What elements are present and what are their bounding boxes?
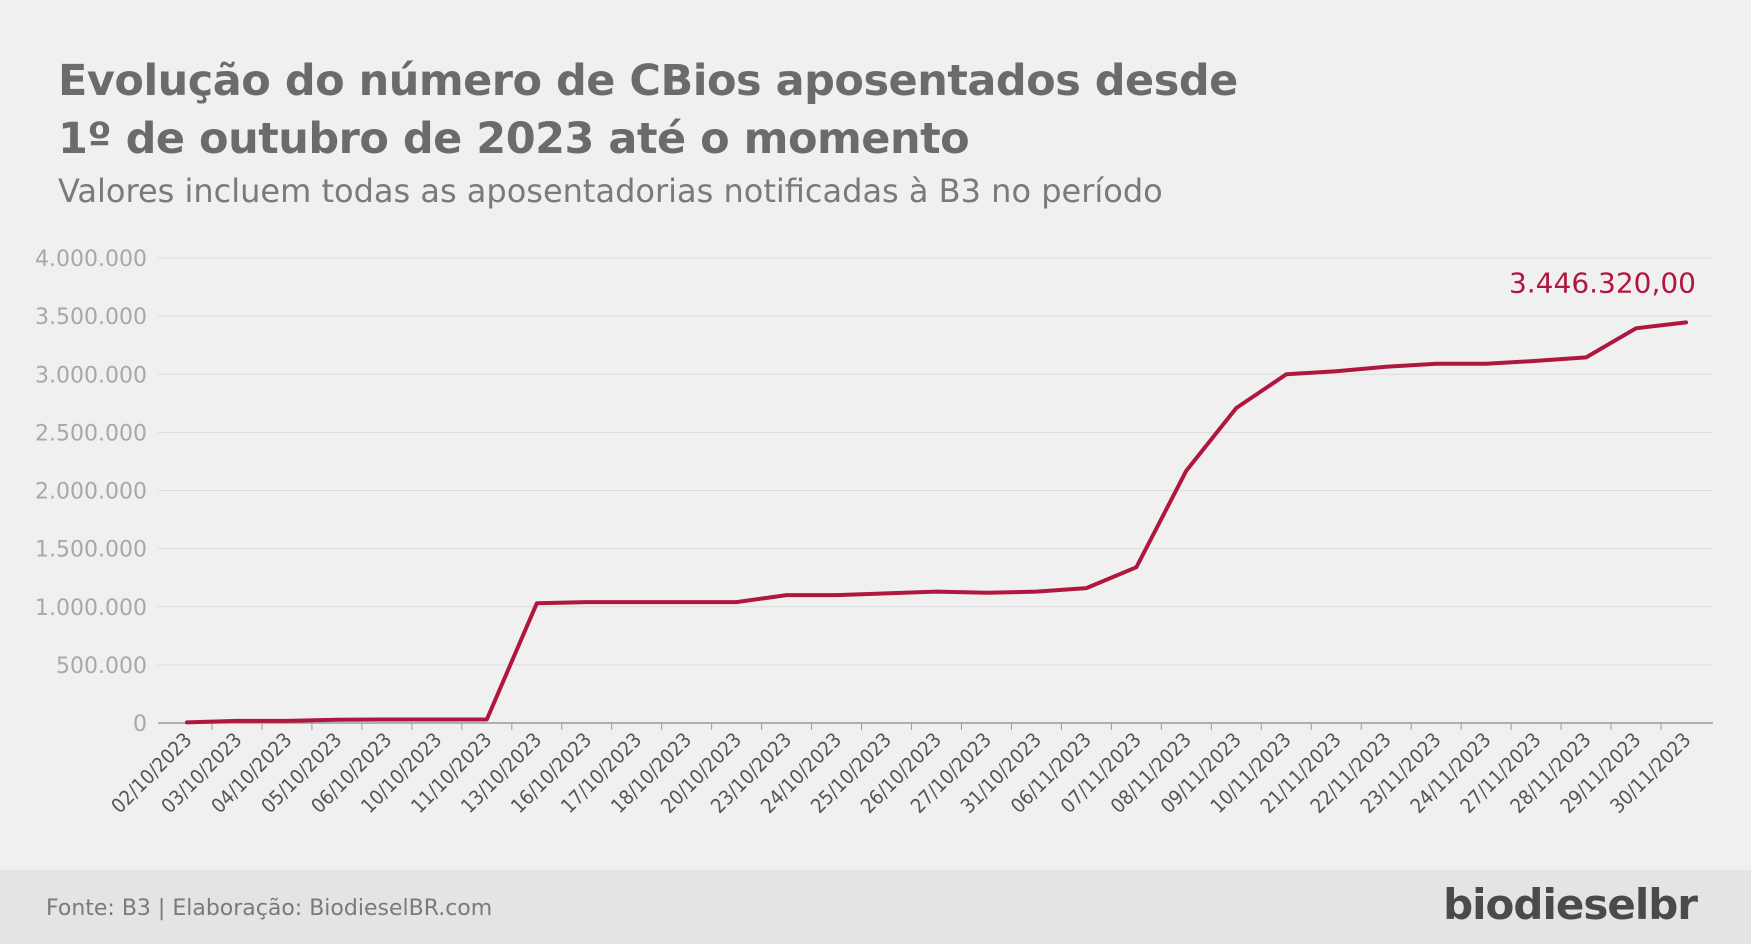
x-axis-tick-marks bbox=[211, 723, 1662, 730]
series-line-group bbox=[185, 320, 1688, 725]
series-line bbox=[185, 320, 1688, 725]
y-tick-label: 3.000.000 bbox=[35, 363, 147, 388]
y-tick-label: 4.000.000 bbox=[35, 247, 147, 272]
y-tick-label: 2.000.000 bbox=[35, 480, 147, 505]
chart-title-line-2: 1º de outubro de 2023 até o momento bbox=[58, 114, 970, 164]
y-tick-label: 1.500.000 bbox=[35, 538, 147, 563]
chart-title-line-1: Evolução do número de CBios aposentados … bbox=[58, 56, 1238, 106]
y-tick-label: 500.000 bbox=[56, 654, 147, 679]
y-tick-label: 1.000.000 bbox=[35, 596, 147, 621]
last-value-label: 3.446.320,00 bbox=[1509, 266, 1696, 299]
x-axis-tick-labels: 02/10/202303/10/202304/10/202305/10/2023… bbox=[106, 728, 1695, 818]
footer: Fonte: B3 | Elaboração: BiodieselBR.com … bbox=[0, 870, 1751, 944]
y-tick-label: 3.500.000 bbox=[35, 305, 147, 330]
grid-lines bbox=[158, 257, 1713, 666]
line-chart: 0 500.000 1.000.000 1.500.000 2.000.000 2.500… bbox=[35, 247, 1713, 818]
chart-subtitle: Valores incluem todas as aposentadorias … bbox=[58, 172, 1163, 210]
source-credit: Fonte: B3 | Elaboração: BiodieselBR.com bbox=[46, 896, 493, 921]
chart-title: Evolução do número de CBios aposentados … bbox=[58, 52, 1238, 168]
brand-logo: biodieselbr bbox=[1443, 880, 1698, 929]
y-tick-label: 2.500.000 bbox=[35, 421, 147, 446]
y-tick-label: 0 bbox=[133, 712, 147, 737]
annotations: 3.446.320,00 bbox=[1509, 266, 1696, 299]
y-axis-tick-labels: 0 500.000 1.000.000 1.500.000 2.000.000 2.500… bbox=[35, 247, 147, 737]
